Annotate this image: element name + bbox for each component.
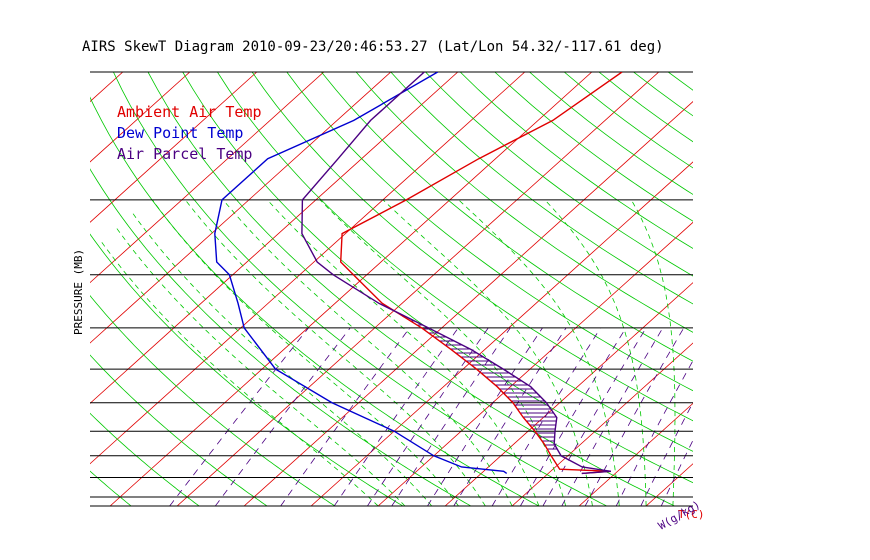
- dry-adiabat: [113, 72, 607, 506]
- dry-adiabat: [217, 72, 693, 452]
- isotherm: [90, 72, 459, 404]
- dry-adiabat: [390, 72, 693, 305]
- mixing-ratio-line: [615, 359, 693, 506]
- isotherm: [90, 72, 392, 344]
- mixing-ratio-line: [491, 327, 601, 506]
- legend-air-parcel-temp: Air Parcel Temp: [117, 145, 252, 163]
- cape-area: [386, 307, 558, 452]
- dry-adiabat: [90, 470, 132, 506]
- y-axis-label: PRESSURE (MB): [72, 249, 85, 335]
- isotherm: [578, 402, 693, 506]
- moist-adiabat: [700, 200, 714, 506]
- dry-adiabat: [90, 295, 336, 506]
- series-line: [301, 72, 612, 475]
- isotherm: [0, 72, 56, 506]
- series-line: [339, 72, 623, 475]
- dry-adiabat: [251, 72, 693, 422]
- moist-adiabat: [630, 199, 676, 506]
- mixing-ratio-line: [584, 327, 685, 506]
- mixing-ratio-line: [561, 327, 664, 506]
- dry-adiabat: [667, 72, 693, 91]
- dry-adiabat: [738, 72, 870, 506]
- dry-adiabat: [772, 72, 870, 506]
- mixing-ratio-line: [640, 401, 693, 506]
- legend-ambient-air-temp: Ambient Air Temp: [117, 103, 262, 121]
- chart-title: AIRS SkewT Diagram 2010-09-23/20:46:53.2…: [82, 39, 664, 55]
- mixing-ratio-line: [453, 327, 567, 506]
- dry-adiabat: [90, 233, 404, 506]
- dry-adiabat: [286, 72, 693, 392]
- mixing-ratio-line: [367, 327, 489, 506]
- dry-adiabat: [529, 72, 693, 195]
- mixing-ratio-line: [694, 328, 780, 506]
- moist-adiabat: [544, 199, 647, 506]
- dry-adiabat: [355, 72, 693, 333]
- mixing-ratio-line: [280, 327, 411, 506]
- isotherm: [90, 72, 325, 284]
- mixing-ratio-line: [542, 327, 647, 506]
- dry-adiabat: [90, 354, 268, 506]
- moist-adiabat: [100, 240, 379, 506]
- isotherm: [90, 72, 526, 465]
- isotherm: [780, 72, 870, 506]
- isotherm: [176, 72, 660, 506]
- dry-adiabat: [90, 412, 200, 506]
- dry-adiabat: [703, 72, 870, 506]
- moist-adiabat: [114, 225, 406, 506]
- moist-adiabat: [132, 213, 433, 506]
- isotherm: [645, 463, 693, 506]
- isotherm: [109, 72, 593, 506]
- skew-temp-label: T(C): [678, 508, 705, 521]
- series-line: [214, 72, 508, 474]
- legend-dew-point-temp: Dew Point Temp: [117, 124, 243, 142]
- dry-adiabat: [321, 72, 693, 362]
- moist-adiabat: [184, 199, 486, 506]
- dry-adiabat: [598, 72, 693, 143]
- dry-adiabat: [459, 72, 693, 249]
- isotherm: [90, 72, 258, 223]
- isotherm: [511, 342, 693, 506]
- dry-adiabat: [633, 72, 693, 117]
- moist-adiabat: [267, 199, 540, 506]
- mixing-ratio-line: [333, 327, 459, 506]
- dry-adiabat: [425, 72, 693, 277]
- mixing-ratio-line: [520, 327, 627, 506]
- mixing-ratio-line: [427, 327, 543, 506]
- moist-adiabat: [458, 199, 620, 506]
- isotherm: [310, 161, 693, 506]
- isotherm: [90, 72, 191, 163]
- moist-adiabat: [222, 199, 513, 506]
- mixing-ratio-line: [169, 327, 309, 506]
- isotherm: [243, 101, 693, 506]
- isotherm: [90, 72, 124, 103]
- moist-adiabat: [382, 199, 593, 506]
- isotherm: [444, 282, 693, 506]
- mixing-ratio-line: [660, 439, 693, 506]
- dry-adiabat: [90, 168, 472, 506]
- isotherm: [713, 72, 870, 506]
- isotherm: [847, 72, 870, 506]
